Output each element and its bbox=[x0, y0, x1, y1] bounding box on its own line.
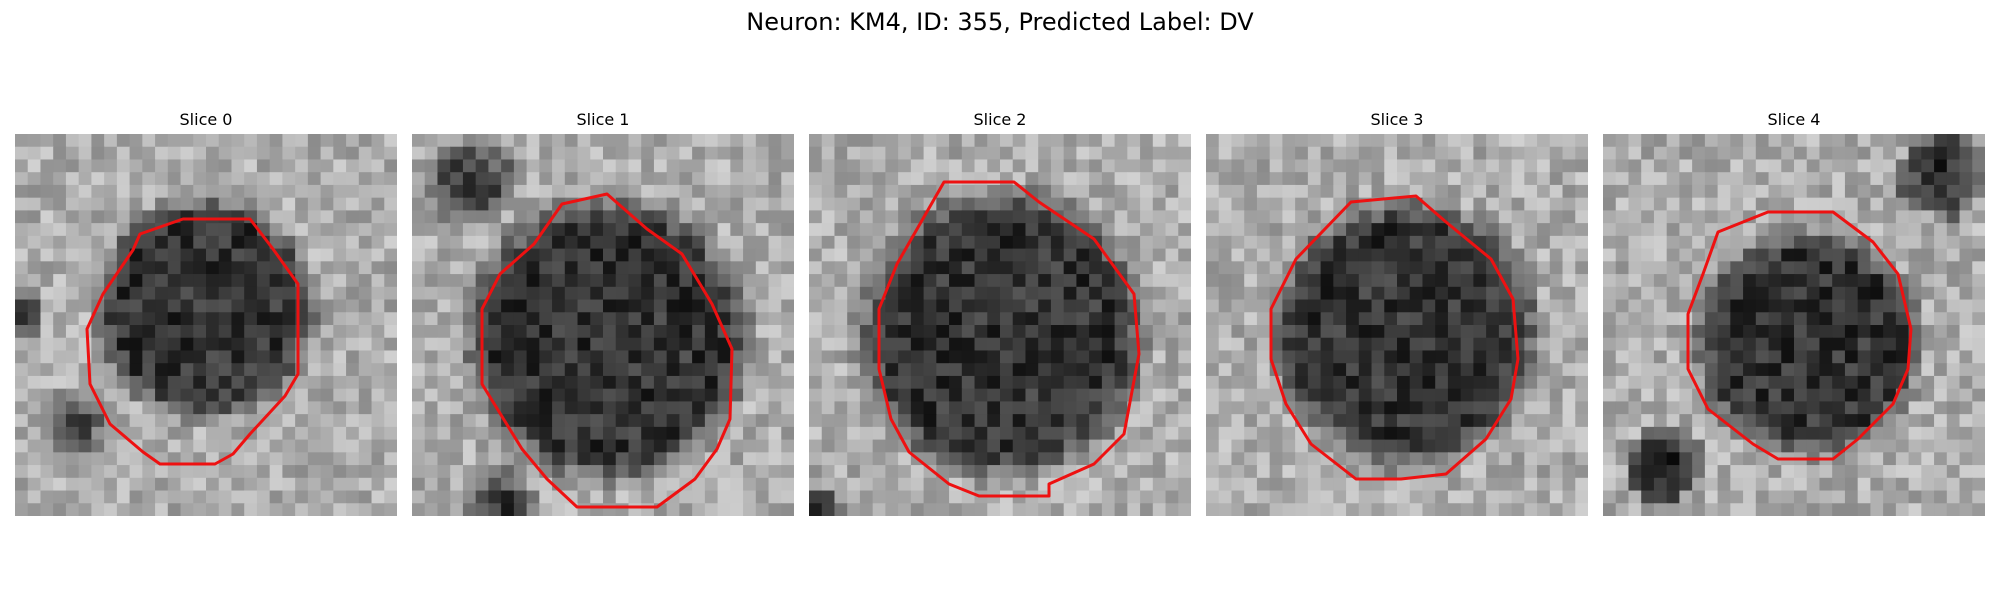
slice-image-4 bbox=[1603, 134, 1985, 516]
slice-image-2-svg bbox=[809, 134, 1191, 516]
panel-title-slice-2: Slice 2 bbox=[973, 110, 1027, 129]
slice-image-3 bbox=[1206, 134, 1588, 516]
contour-outline-3 bbox=[1269, 194, 1520, 481]
panel-title-slice-1: Slice 1 bbox=[576, 110, 630, 129]
slice-image-0 bbox=[15, 134, 397, 516]
panel-title-slice-3: Slice 3 bbox=[1370, 110, 1424, 129]
slice-image-3-svg bbox=[1206, 134, 1588, 516]
slice-image-2 bbox=[809, 134, 1191, 516]
slice-image-1 bbox=[412, 134, 794, 516]
contour-outline-0 bbox=[85, 217, 300, 466]
slice-image-4-svg bbox=[1603, 134, 1985, 516]
contour-outline-4 bbox=[1686, 210, 1913, 461]
contour-outline-1 bbox=[480, 192, 734, 509]
figure-title: Neuron: KM4, ID: 355, Predicted Label: D… bbox=[746, 8, 1254, 36]
panel-title-slice-4: Slice 4 bbox=[1767, 110, 1821, 129]
slice-image-0-svg bbox=[15, 134, 397, 516]
slice-image-1-svg bbox=[412, 134, 794, 516]
contour-outline-2 bbox=[877, 180, 1141, 498]
panel-title-slice-0: Slice 0 bbox=[179, 110, 233, 129]
